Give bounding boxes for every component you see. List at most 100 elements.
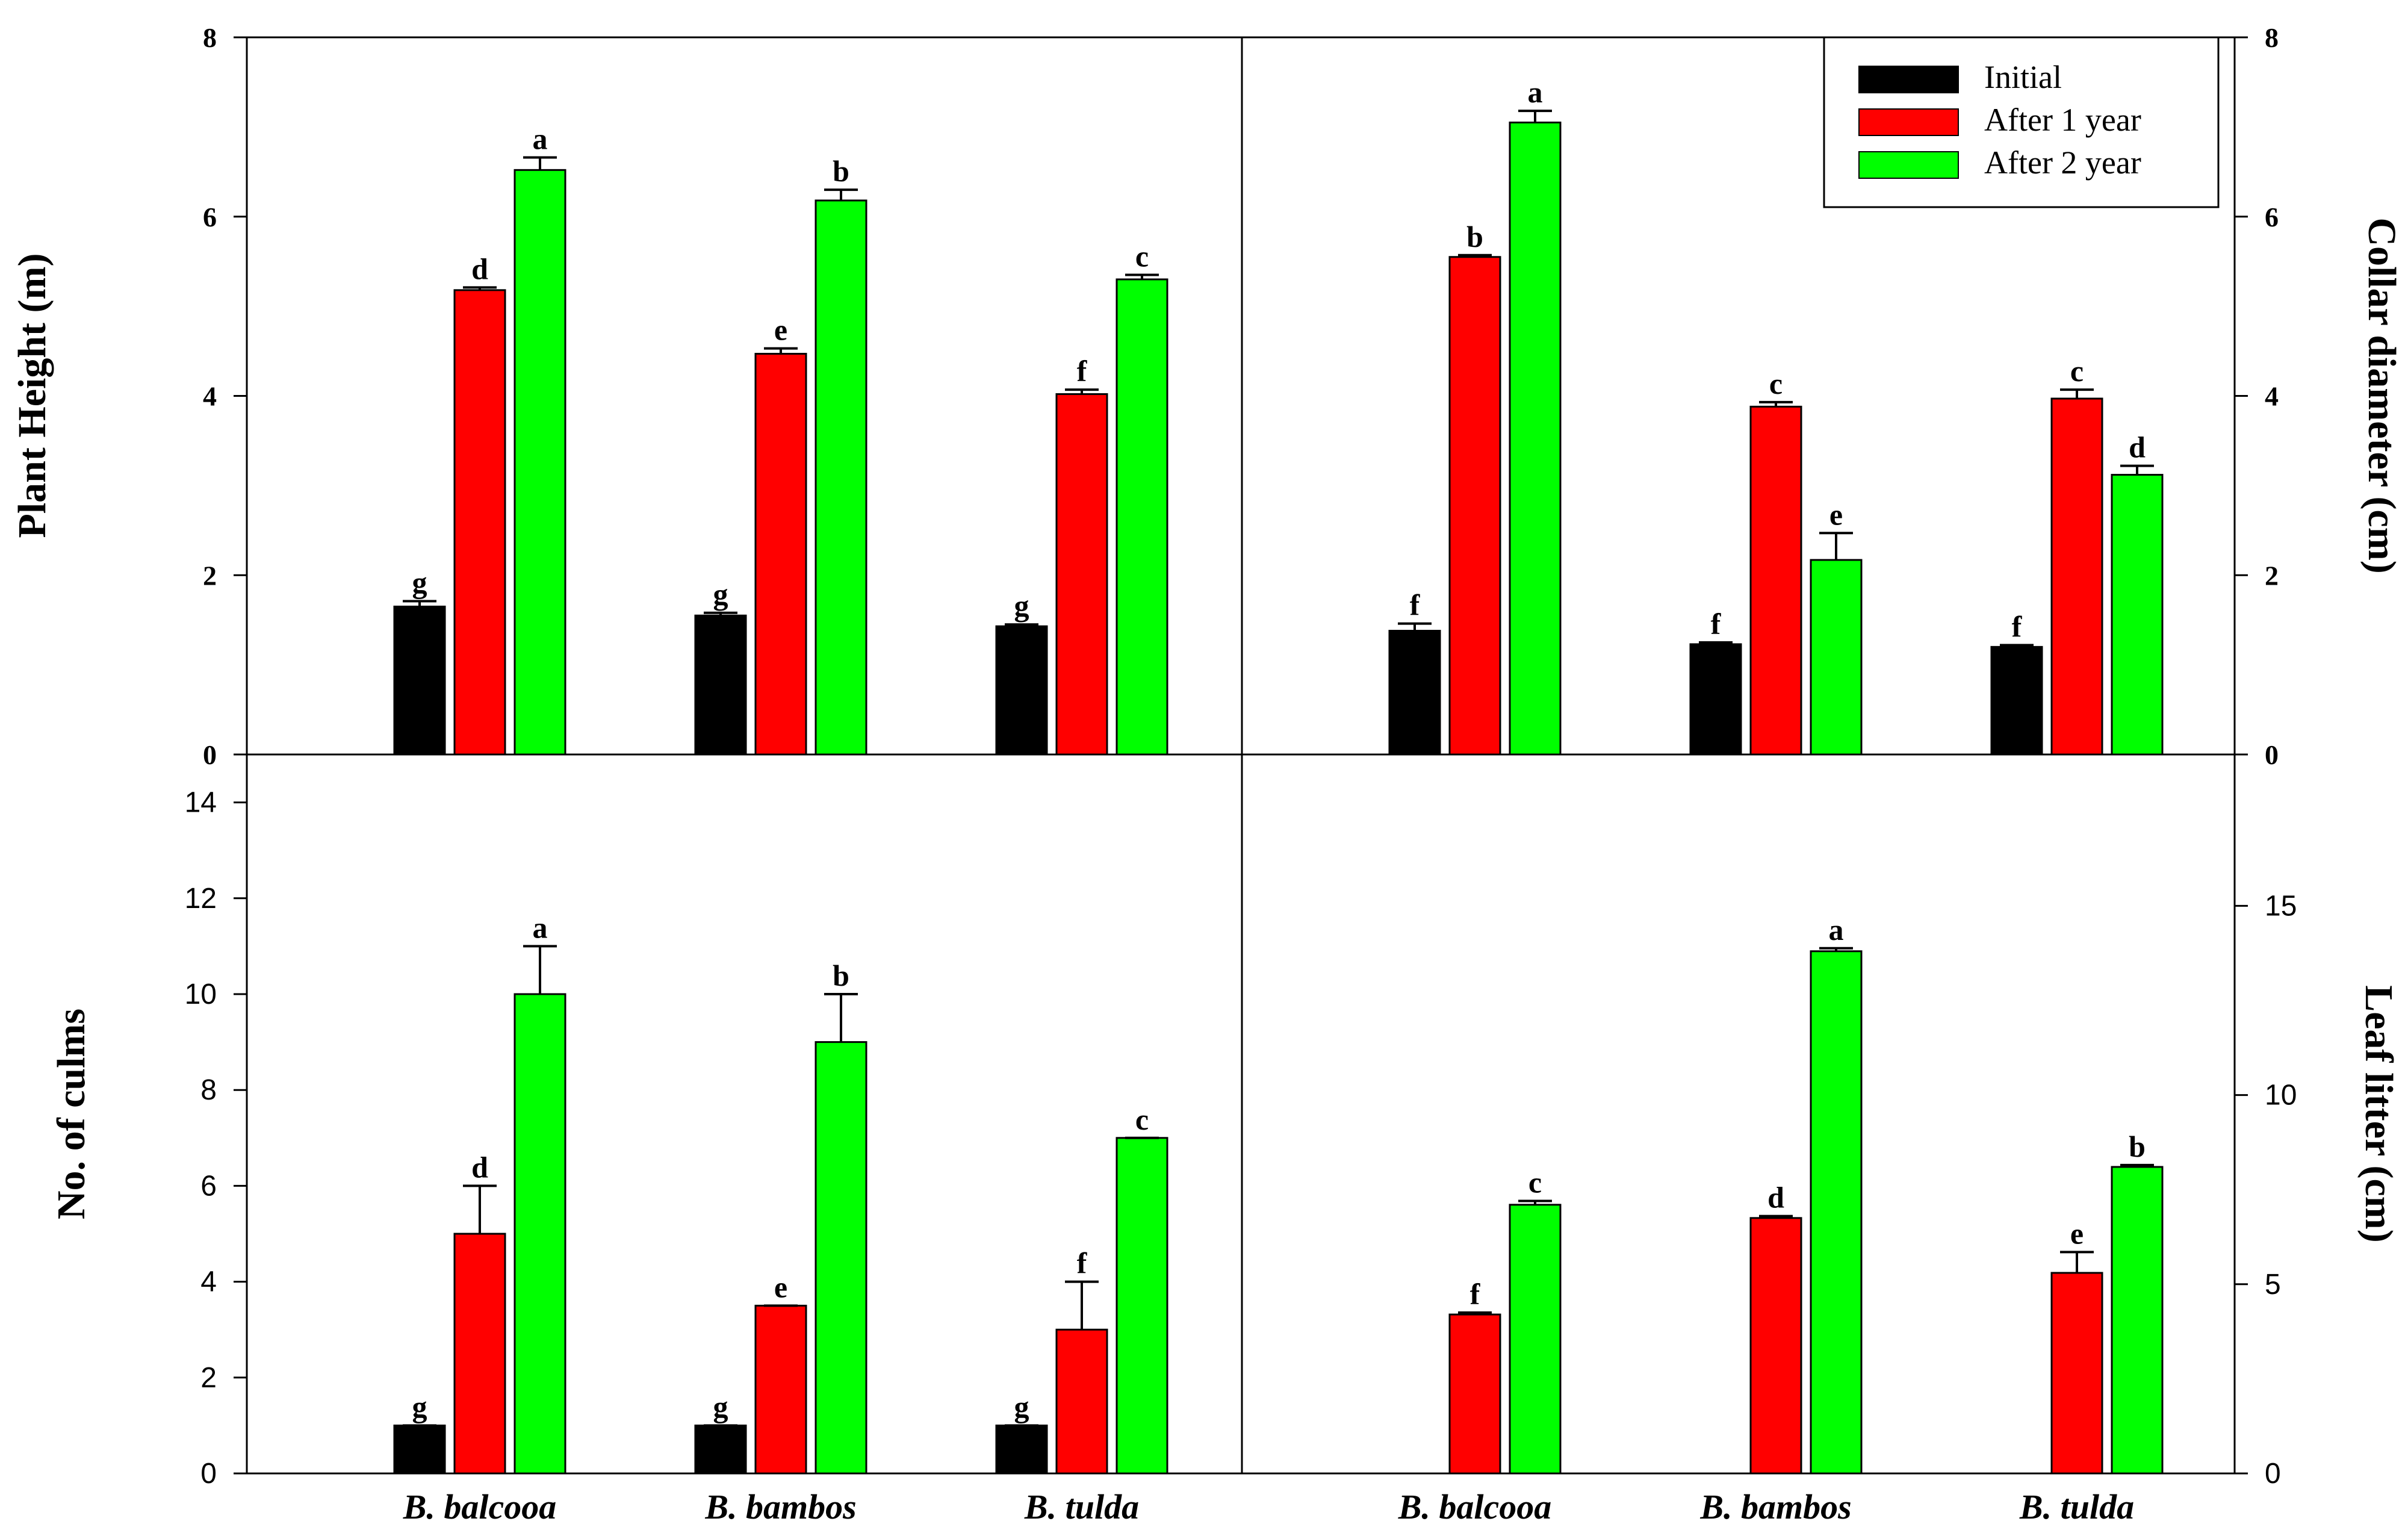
bar-bottom-left-2-2: [754, 1304, 807, 1475]
bar-bottom-left-1-3: [514, 993, 566, 1475]
significance-letter: d: [471, 252, 488, 285]
y-tick-label: 15: [2265, 890, 2297, 922]
significance-letter: d: [1767, 1181, 1784, 1215]
y-axis-title: Collar diameter (cm): [2360, 217, 2404, 573]
bar-top-left-2-3: [815, 199, 867, 756]
bar-top-left-2-1: [694, 614, 747, 756]
y-tick-label: 0: [200, 1458, 217, 1490]
significance-letter: f: [1077, 354, 1088, 388]
x-tick-label: B. tulda: [2019, 1487, 2134, 1524]
significance-letter: b: [1466, 220, 1483, 253]
significance-letter: c: [1769, 367, 1783, 400]
x-tick-label: B. bambos: [704, 1487, 856, 1524]
bar-top-right-2-3: [1810, 559, 1863, 756]
significance-letter: b: [833, 959, 849, 992]
bar-bottom-right-1-2: [1448, 1313, 1501, 1475]
significance-letter: c: [1528, 1166, 1542, 1199]
y-tick-label: 2: [200, 1362, 217, 1394]
significance-letter: g: [1014, 589, 1029, 623]
bar-top-left-1-3: [514, 169, 566, 756]
y-tick-label: 2: [203, 560, 217, 591]
significance-letter: g: [412, 565, 427, 599]
y-tick-label: 4: [2265, 381, 2279, 412]
x-tick-label: B. bambos: [1699, 1487, 1851, 1524]
y-tick-label: 6: [200, 1170, 217, 1202]
significance-letter: f: [2012, 609, 2023, 643]
bar-bottom-right-2-2: [1749, 1217, 1802, 1475]
legend-label-after-2-year: After 2 year: [1984, 145, 2141, 181]
bar-bottom-left-2-1: [694, 1424, 747, 1475]
y-tick-label: 8: [203, 22, 217, 53]
y-tick-label: 0: [2265, 1458, 2281, 1490]
x-tick-label: B. tulda: [1024, 1487, 1139, 1524]
significance-letter: d: [2129, 431, 2146, 464]
bar-top-left-3-3: [1116, 278, 1168, 756]
bar-bottom-right-3-2: [2050, 1272, 2103, 1475]
significance-letter: b: [833, 154, 849, 188]
bar-bottom-right-1-3: [1509, 1204, 1562, 1475]
bar-top-left-1-1: [393, 605, 446, 756]
y-tick-label: 8: [200, 1074, 217, 1106]
significance-letter: c: [1135, 1103, 1149, 1136]
bar-bottom-left-3-2: [1055, 1328, 1108, 1475]
y-tick-label: 10: [185, 978, 217, 1010]
bar-top-left-2-2: [754, 353, 807, 756]
bar-top-right-1-3: [1509, 121, 1562, 756]
y-tick-label: 6: [2265, 202, 2279, 232]
significance-letter: a: [533, 122, 548, 155]
y-tick-label: 0: [2265, 739, 2279, 770]
panel-top-left: 0 2 4 6 8 Plant Height (m) g d a g e b g f c: [10, 22, 1168, 770]
significance-letter: f: [1470, 1277, 1481, 1311]
significance-letter: g: [713, 1390, 728, 1423]
y-tick-label: 8: [2265, 22, 2279, 53]
bar-top-right-1-1: [1388, 630, 1441, 756]
significance-letter: f: [1077, 1246, 1088, 1280]
bar-bottom-left-2-3: [815, 1041, 867, 1475]
legend-swatch-after-2-year: [1858, 151, 1959, 179]
y-tick-label: 10: [2265, 1080, 2297, 1112]
significance-letter: e: [774, 1270, 787, 1304]
significance-letter: f: [1410, 588, 1421, 622]
bar-bottom-right-3-3: [2111, 1166, 2164, 1475]
legend-label-after-1-year: After 1 year: [1984, 102, 2141, 138]
legend-swatch-after-1-year: [1858, 108, 1959, 136]
bar-top-right-3-3: [2111, 474, 2164, 756]
y-tick-label: 4: [200, 1266, 217, 1298]
bar-top-left-3-1: [995, 625, 1048, 756]
significance-letter: e: [774, 313, 787, 347]
bar-bottom-left-1-1: [393, 1424, 446, 1475]
bar-top-right-3-2: [2050, 397, 2103, 756]
panel-bottom-right: 0 5 10 15 Leaf litter (cm) f c B. balcooa d a B. b…: [1398, 890, 2401, 1524]
significance-letter: e: [2070, 1216, 2084, 1250]
x-tick-label: B. balcooa: [1398, 1487, 1552, 1524]
chart-legend: Initial After 1 year After 2 year: [1823, 36, 2220, 208]
bar-top-left-1-2: [453, 289, 506, 756]
x-tick-label: B. balcooa: [403, 1487, 557, 1524]
panel-top-right: 0 2 4 6 8 Collar diameter (cm) f b a f c e f c d: [1388, 22, 2404, 770]
bar-top-right-3-1: [1990, 645, 2043, 756]
bar-bottom-left-1-2: [453, 1233, 506, 1475]
y-tick-label: 12: [185, 883, 217, 915]
bar-bottom-left-3-1: [995, 1424, 1048, 1475]
significance-letter: f: [1711, 607, 1722, 641]
y-tick-label: 2: [2265, 560, 2279, 591]
y-tick-label: 4: [203, 381, 217, 412]
y-tick-label: 6: [203, 202, 217, 232]
significance-letter: g: [713, 577, 728, 611]
significance-letter: a: [533, 910, 548, 944]
significance-letter: c: [1135, 240, 1149, 273]
y-axis-title: Plant Height (m): [10, 253, 54, 538]
y-tick-label: 14: [185, 787, 217, 819]
y-tick-label: 5: [2265, 1269, 2281, 1301]
y-tick-label: 0: [203, 739, 217, 770]
significance-letter: b: [2129, 1130, 2146, 1163]
panel-bottom-left: 0 2 4 6 8 10 12 14 No. of culms g d a B. balcooa g e b B…: [49, 787, 1168, 1524]
significance-letter: g: [1014, 1390, 1029, 1423]
bar-top-right-2-1: [1689, 643, 1742, 756]
bar-top-right-1-2: [1448, 256, 1501, 756]
significance-letter: a: [1829, 913, 1844, 947]
significance-letter: d: [471, 1150, 488, 1184]
bar-bottom-left-3-3: [1116, 1137, 1168, 1475]
legend-swatch-initial: [1858, 66, 1959, 93]
